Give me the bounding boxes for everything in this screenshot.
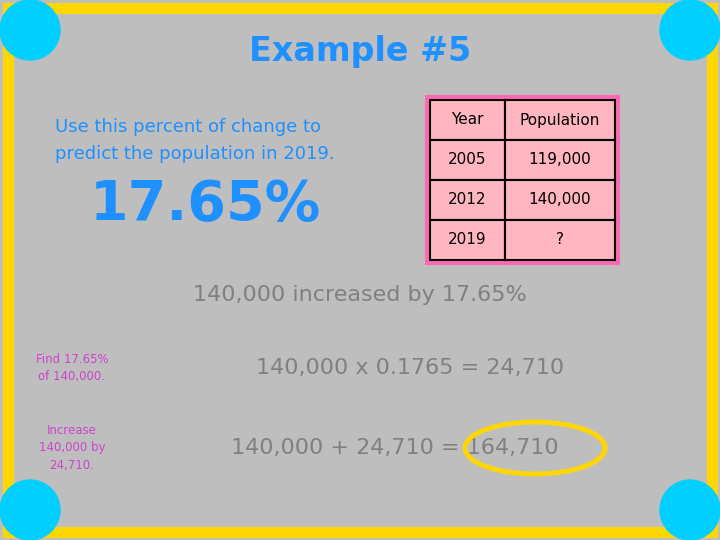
FancyBboxPatch shape bbox=[430, 180, 505, 220]
Text: 140,000: 140,000 bbox=[528, 192, 591, 207]
Text: 2012: 2012 bbox=[449, 192, 487, 207]
FancyBboxPatch shape bbox=[427, 97, 618, 263]
Text: predict the population in 2019.: predict the population in 2019. bbox=[55, 145, 335, 163]
Text: 140,000 + 24,710 = 164,710: 140,000 + 24,710 = 164,710 bbox=[231, 438, 559, 458]
Text: Increase
140,000 by
24,710.: Increase 140,000 by 24,710. bbox=[39, 424, 105, 471]
FancyBboxPatch shape bbox=[430, 140, 505, 180]
FancyBboxPatch shape bbox=[8, 8, 712, 532]
Text: 140,000 x 0.1765 = 24,710: 140,000 x 0.1765 = 24,710 bbox=[256, 358, 564, 378]
FancyBboxPatch shape bbox=[430, 100, 505, 140]
Text: 2005: 2005 bbox=[449, 152, 487, 167]
Text: ?: ? bbox=[556, 233, 564, 247]
FancyBboxPatch shape bbox=[505, 180, 615, 220]
Text: 140,000 increased by 17.65%: 140,000 increased by 17.65% bbox=[193, 285, 527, 305]
Text: Population: Population bbox=[520, 112, 600, 127]
Text: Year: Year bbox=[451, 112, 484, 127]
Circle shape bbox=[660, 480, 720, 540]
FancyBboxPatch shape bbox=[505, 100, 615, 140]
FancyBboxPatch shape bbox=[430, 220, 505, 260]
Circle shape bbox=[0, 480, 60, 540]
Text: Example #5: Example #5 bbox=[249, 36, 471, 69]
Text: 119,000: 119,000 bbox=[528, 152, 591, 167]
Circle shape bbox=[660, 0, 720, 60]
Circle shape bbox=[0, 0, 60, 60]
FancyBboxPatch shape bbox=[505, 140, 615, 180]
Text: Find 17.65%
of 140,000.: Find 17.65% of 140,000. bbox=[36, 353, 108, 383]
Text: 2019: 2019 bbox=[448, 233, 487, 247]
FancyBboxPatch shape bbox=[505, 220, 615, 260]
Text: Use this percent of change to: Use this percent of change to bbox=[55, 118, 321, 136]
Text: 17.65%: 17.65% bbox=[89, 178, 320, 232]
